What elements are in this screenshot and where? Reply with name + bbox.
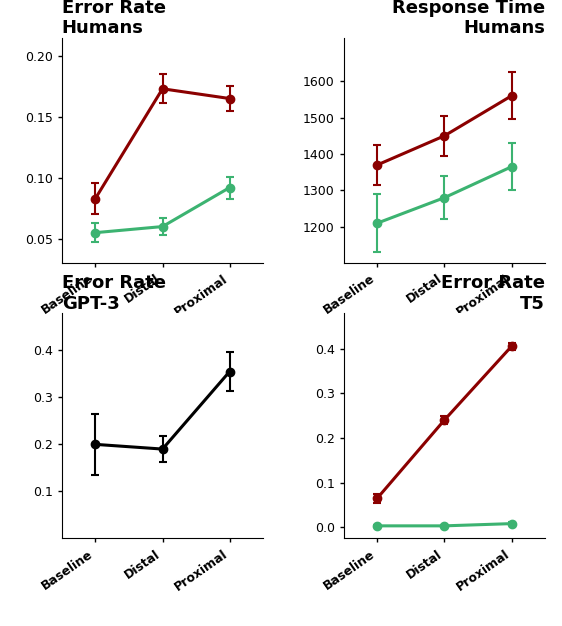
Legend: Ungrammatical, Grammatical: Ungrammatical, Grammatical <box>233 263 422 313</box>
Text: Error Rate
T5: Error Rate T5 <box>441 274 545 312</box>
Text: Response Time
Humans: Response Time Humans <box>392 0 545 38</box>
Text: Error Rate
GPT-3: Error Rate GPT-3 <box>62 274 166 312</box>
Text: Error Rate
Humans: Error Rate Humans <box>62 0 166 38</box>
